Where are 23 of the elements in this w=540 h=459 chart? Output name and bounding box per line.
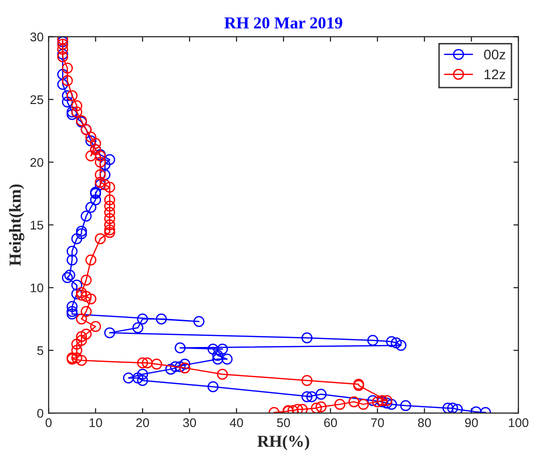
x-tick-label: 80 xyxy=(418,418,431,428)
x-tick-label: 50 xyxy=(277,418,290,428)
y-axis-title: Height(km) xyxy=(9,184,24,266)
y-tick-label: 5 xyxy=(37,346,44,356)
y-tick-label: 25 xyxy=(30,95,44,104)
x-tick-label: 10 xyxy=(90,418,102,428)
x-tick-label: 0 xyxy=(46,418,52,428)
x-tick-label: 20 xyxy=(136,418,150,428)
x-axis-title: RH(%) xyxy=(257,435,310,450)
y-tick-label: 15 xyxy=(30,220,44,230)
x-tick-label: 70 xyxy=(371,418,384,428)
legend-label: 12z xyxy=(484,69,506,80)
x-tick-label: 60 xyxy=(324,418,337,428)
x-tick-label: 90 xyxy=(465,418,478,428)
chart-title: RH 20 Mar 2019 xyxy=(224,17,342,29)
x-tick-label: 100 xyxy=(508,418,528,428)
y-tick-label: 10 xyxy=(30,283,44,292)
y-tick-label: 0 xyxy=(37,408,44,418)
y-tick-label: 30 xyxy=(30,32,44,42)
legend-label: 00z xyxy=(484,50,506,60)
y-tick-label: 20 xyxy=(30,158,44,167)
x-tick-label: 40 xyxy=(230,418,243,428)
x-tick-label: 30 xyxy=(183,418,196,428)
